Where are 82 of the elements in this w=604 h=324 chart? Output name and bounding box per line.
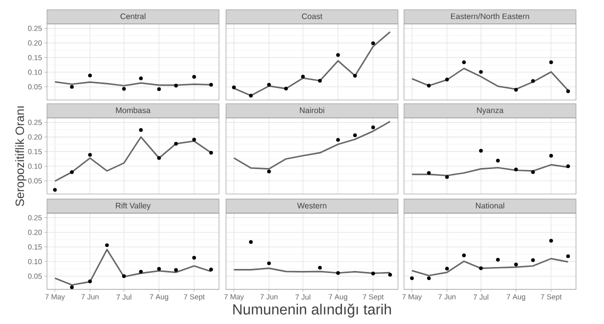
point [88,152,92,157]
point [318,266,322,270]
point [209,82,213,87]
point [192,75,196,79]
point [70,84,74,89]
point [318,78,322,83]
point [462,60,466,64]
point [267,261,271,266]
chart-title: Central [120,13,146,20]
point [336,271,340,275]
point [496,158,500,163]
point [122,87,126,91]
point [514,262,518,266]
point [549,154,553,158]
point [301,74,305,78]
point [192,138,196,142]
point [105,243,109,248]
point [249,94,253,98]
point [157,87,161,92]
chart-title: Nyanza [477,108,504,115]
point [514,168,518,172]
point [531,170,535,174]
point [531,258,535,262]
point [232,86,236,90]
point [209,268,213,272]
point [174,142,178,146]
point [353,133,357,138]
chart-title: Coast [302,13,322,20]
point [410,276,414,280]
point [192,256,196,260]
point [284,86,288,90]
point [139,270,143,274]
point [445,175,449,179]
point [566,164,570,168]
point [88,280,92,284]
point [496,258,500,262]
point [174,84,178,88]
point [445,78,449,82]
chart-title: Nairobi [300,107,324,114]
point [371,125,375,130]
point [462,254,466,258]
point [371,272,375,276]
point [371,41,375,46]
point [157,156,161,160]
point [549,60,553,64]
point [336,53,340,57]
chart-title: Rift Valley [116,202,151,210]
point [139,76,143,80]
point [566,89,570,94]
point [531,79,535,83]
point [479,70,483,74]
chart-title: Mombasa [116,107,151,114]
point [427,84,431,88]
point [209,150,213,155]
x-axis-title: Numunenin alındığı tarih [233,304,391,318]
point [53,188,57,192]
chart-title: Western [297,202,326,208]
chart-title: National [476,202,504,208]
chart-title: Eastern/North Eastern [451,13,530,20]
point [336,138,340,142]
point [70,285,74,290]
point [122,274,126,278]
point [427,276,431,280]
point [549,238,553,243]
point [267,170,271,174]
point [249,240,253,244]
point [139,128,143,132]
point [353,74,357,78]
point [514,88,518,92]
point [479,148,483,153]
line-series [54,136,212,182]
point [157,266,161,271]
point [427,171,431,175]
point [267,82,271,87]
point [445,266,449,270]
point [70,170,74,174]
point [479,266,483,270]
point [388,272,392,277]
y-axis-title: Seropozitiflik Oranı [15,106,26,206]
point [566,254,570,258]
point [88,74,92,78]
point [174,268,178,272]
